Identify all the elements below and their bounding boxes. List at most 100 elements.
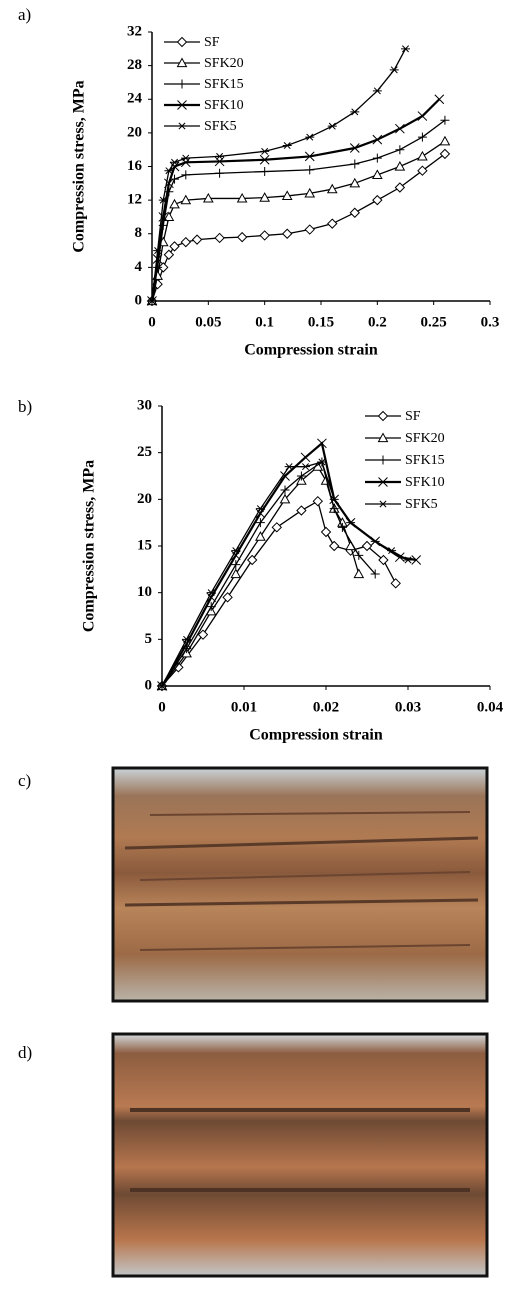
y-tick-label: 28 — [127, 57, 142, 73]
marker — [304, 151, 315, 162]
marker — [370, 569, 380, 579]
marker — [329, 495, 339, 503]
marker — [327, 218, 338, 229]
marker — [177, 100, 187, 110]
x-tick-label: 0.05 — [195, 314, 221, 330]
marker — [215, 168, 225, 178]
marker — [377, 432, 389, 443]
marker — [370, 537, 380, 545]
marker — [389, 66, 399, 74]
legend-label: SF — [204, 35, 220, 50]
x-tick-label: 0.04 — [477, 699, 504, 715]
y-tick-label: 5 — [145, 631, 153, 647]
marker — [390, 578, 401, 589]
marker — [206, 602, 216, 612]
marker — [255, 505, 265, 513]
panel-label: a) — [18, 5, 31, 24]
marker — [378, 500, 388, 508]
series — [147, 45, 410, 305]
marker — [296, 505, 307, 516]
panel-label: b) — [18, 397, 32, 416]
y-tick-label: 8 — [135, 225, 143, 241]
marker — [255, 518, 265, 528]
y-tick-label: 24 — [127, 91, 143, 107]
marker — [222, 592, 233, 603]
marker — [176, 57, 188, 68]
marker — [279, 493, 291, 504]
marker — [350, 108, 360, 116]
legend-label: SFK20 — [204, 56, 244, 71]
marker — [280, 471, 290, 481]
marker — [361, 540, 373, 552]
marker — [349, 207, 361, 218]
marker — [403, 556, 413, 564]
legend-label: SFK10 — [204, 98, 244, 113]
marker — [281, 190, 293, 201]
marker — [280, 485, 290, 495]
line — [161, 460, 376, 687]
marker — [158, 212, 169, 222]
y-axis-label: Compression stress, MPa — [81, 460, 98, 632]
marker — [312, 495, 324, 507]
x-tick-label: 0.1 — [255, 314, 274, 330]
x-tick-label: 0.02 — [313, 699, 339, 715]
marker — [231, 547, 241, 555]
marker — [147, 297, 157, 305]
marker — [214, 232, 225, 244]
photo-d — [111, 1032, 489, 1278]
legend-label: SFK20 — [405, 431, 445, 446]
marker — [255, 531, 266, 541]
marker — [271, 522, 283, 533]
marker — [260, 167, 270, 177]
marker — [372, 87, 382, 95]
x-tick-label: 0.3 — [481, 314, 500, 330]
y-axis-label: Compression stress, MPa — [71, 80, 88, 252]
marker — [170, 158, 180, 166]
y-tick-label: 15 — [137, 537, 152, 553]
marker — [282, 141, 292, 149]
y-tick-label: 0 — [145, 677, 153, 693]
y-tick-label: 25 — [137, 444, 152, 460]
marker — [236, 192, 248, 203]
marker — [236, 231, 248, 243]
line — [150, 98, 441, 302]
marker — [372, 134, 383, 145]
series — [157, 438, 422, 691]
marker — [259, 154, 270, 165]
marker — [152, 254, 163, 264]
marker — [181, 639, 192, 649]
marker — [181, 170, 191, 180]
x-tick-label: 0.03 — [395, 699, 421, 715]
marker — [230, 568, 242, 579]
legend-label: SFK10 — [405, 475, 445, 490]
marker — [169, 198, 180, 209]
marker — [346, 519, 356, 527]
marker — [439, 148, 451, 160]
marker — [337, 522, 347, 532]
marker — [169, 241, 180, 252]
x-tick-label: 0 — [148, 314, 156, 330]
marker — [439, 135, 451, 146]
line — [161, 465, 360, 687]
y-tick-label: 20 — [137, 491, 152, 507]
marker — [417, 150, 428, 161]
series — [147, 115, 450, 306]
marker — [202, 192, 214, 203]
marker — [284, 463, 294, 471]
series — [157, 458, 413, 690]
x-tick-label: 0.25 — [421, 314, 447, 330]
marker — [304, 187, 316, 198]
marker — [434, 94, 445, 105]
y-tick-label: 20 — [127, 124, 142, 140]
marker — [206, 589, 216, 597]
marker — [417, 165, 428, 176]
marker — [177, 79, 187, 89]
legend-label: SF — [405, 409, 421, 424]
marker — [354, 550, 364, 560]
x-tick-label: 0 — [158, 699, 166, 715]
x-axis-label: Compression strain — [249, 727, 383, 744]
marker — [300, 452, 311, 463]
panel-label: c) — [18, 771, 31, 790]
